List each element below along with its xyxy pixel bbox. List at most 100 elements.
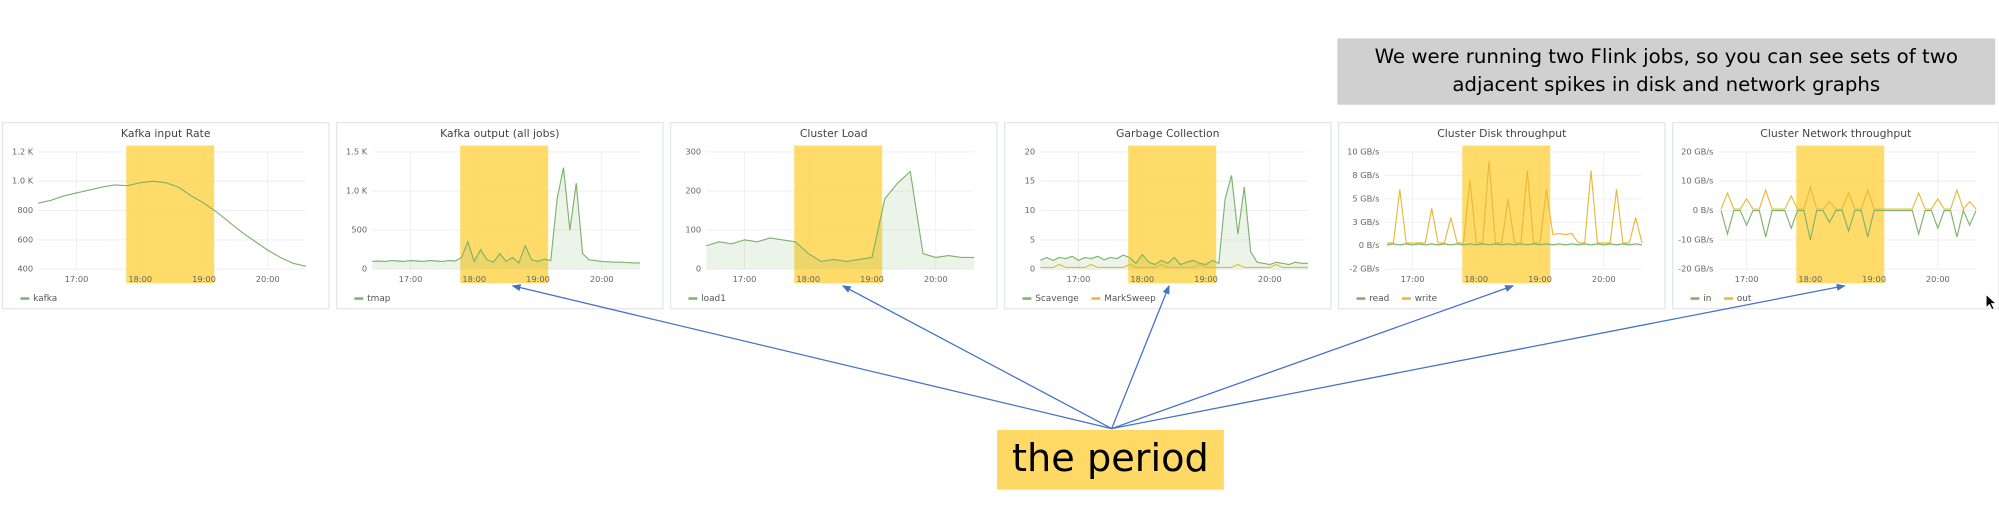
- x-tick-label: 17:00: [1735, 274, 1759, 284]
- series-line: [1040, 263, 1309, 269]
- series-area: [1040, 175, 1309, 270]
- legend-label: tmap: [367, 294, 391, 304]
- x-tick-label: 18:00: [128, 274, 152, 284]
- note-line: adjacent spikes in disk and network grap…: [1452, 73, 1880, 96]
- y-tick-label: 5 GB/s: [1352, 193, 1379, 203]
- y-tick-label: 5: [1030, 234, 1035, 244]
- x-tick-label: 20:00: [1926, 274, 1950, 284]
- panel: Cluster Disk throughput -2 GB/s 0 B/s 3 GB/…: [1337, 121, 1666, 310]
- legend-label: out: [1737, 294, 1752, 304]
- x-tick-label: 19:00: [1528, 274, 1552, 284]
- highlight-band: [126, 145, 215, 284]
- y-tick-label: 3 GB/s: [1352, 217, 1379, 227]
- panel-title: Kafka output (all jobs): [440, 127, 559, 140]
- arrow: [1111, 284, 1170, 429]
- x-tick-label: 18:00: [796, 274, 820, 284]
- legend-label: write: [1415, 294, 1437, 304]
- panel-title: Cluster Disk throughput: [1437, 127, 1566, 140]
- highlight-band: [1796, 145, 1885, 284]
- series-line: [372, 167, 640, 264]
- legend-label: MarkSweep: [1104, 294, 1156, 304]
- legend-label: Scavenge: [1035, 294, 1079, 304]
- series-area: [706, 171, 975, 270]
- x-tick-label: 20:00: [590, 274, 614, 284]
- y-tick-label: 1.0 K: [346, 186, 368, 196]
- y-tick-label: 10 GB/s: [1347, 146, 1379, 156]
- x-tick-label: 17:00: [1401, 274, 1425, 284]
- x-tick-label: 17:00: [733, 274, 757, 284]
- series-line: [1720, 208, 1977, 241]
- panel: Cluster Load 0 100 200 300 17:00 18:00 19:00 20:…: [669, 121, 998, 310]
- arrow: [511, 284, 1112, 430]
- y-tick-label: 1.5 K: [346, 146, 368, 156]
- x-tick-label: 17:00: [1067, 274, 1091, 284]
- x-tick-label: 17:00: [65, 274, 89, 284]
- legend-label: kafka: [33, 294, 57, 304]
- legend-label: read: [1369, 294, 1389, 304]
- y-tick-label: 0 B/s: [1359, 240, 1380, 250]
- arrow: [1111, 285, 1515, 430]
- x-tick-label: 18:00: [1464, 274, 1488, 284]
- y-tick-label: 0 B/s: [1693, 205, 1714, 215]
- y-tick-label: 400: [17, 264, 33, 274]
- x-tick-label: 18:00: [1798, 274, 1822, 284]
- y-tick-label: 20 GB/s: [1681, 146, 1713, 156]
- x-tick-label: 18:00: [1130, 274, 1154, 284]
- panel-title: Cluster Network throughput: [1760, 127, 1911, 140]
- y-tick-label: 300: [685, 146, 701, 156]
- cursor: [1985, 293, 1997, 310]
- x-tick-label: 18:00: [462, 274, 486, 284]
- panel-title: Kafka input Rate: [121, 127, 211, 140]
- panel: Kafka input Rate 400 600 800 1.0 K 1.2 K 17:00…: [1, 121, 330, 310]
- y-tick-label: 800: [17, 205, 33, 215]
- x-tick-label: 19:00: [1862, 274, 1886, 284]
- y-tick-label: 0: [1030, 264, 1035, 274]
- arrows: [511, 283, 1846, 430]
- x-tick-label: 17:00: [399, 274, 423, 284]
- y-tick-label: -10 GB/s: [1678, 234, 1713, 244]
- x-tick-label: 19:00: [1194, 274, 1218, 284]
- x-tick-label: 19:00: [526, 274, 550, 284]
- y-tick-label: 15: [1025, 176, 1036, 186]
- x-tick-label: 20:00: [1592, 274, 1616, 284]
- y-tick-label: 1.0 K: [12, 176, 34, 186]
- y-tick-label: 20: [1025, 146, 1036, 156]
- panel: Kafka output (all jobs) 0 500 1.0 K 1.5 K 17:…: [335, 121, 664, 310]
- series-line: [1386, 243, 1643, 246]
- series-line: [1040, 175, 1309, 266]
- y-tick-label: 200: [685, 186, 701, 196]
- series-line: [1387, 161, 1643, 244]
- x-tick-label: 20:00: [924, 274, 948, 284]
- period-label: the period: [1012, 437, 1209, 481]
- legend-label: in: [1703, 294, 1711, 304]
- x-tick-label: 20:00: [256, 274, 280, 284]
- y-tick-label: 600: [17, 234, 33, 244]
- y-tick-label: 10 GB/s: [1681, 176, 1713, 186]
- x-tick-label: 19:00: [192, 274, 216, 284]
- highlight-band: [1128, 145, 1217, 284]
- y-tick-label: 8 GB/s: [1352, 170, 1379, 180]
- series-line: [706, 170, 975, 262]
- x-tick-label: 20:00: [1258, 274, 1282, 284]
- x-tick-label: 19:00: [860, 274, 884, 284]
- y-tick-label: -2 GB/s: [1349, 264, 1379, 274]
- series-area: [372, 167, 640, 270]
- y-tick-label: 0: [696, 264, 701, 274]
- arrow: [1111, 283, 1846, 430]
- legend-label: load1: [701, 294, 726, 304]
- series-line: [1720, 185, 1977, 211]
- y-tick-label: 500: [351, 225, 367, 235]
- y-tick-label: 100: [685, 225, 701, 235]
- note-line: We were running two Flink jobs, so you c…: [1375, 45, 1958, 68]
- panels: Kafka input Rate 400 600 800 1.0 K 1.2 K 17:00…: [1, 121, 1999, 310]
- y-tick-label: 10: [1025, 205, 1036, 215]
- y-tick-label: -20 GB/s: [1678, 264, 1713, 274]
- panel-title: Garbage Collection: [1116, 127, 1220, 140]
- series-line: [38, 180, 307, 267]
- panel: Garbage Collection 0 5 10 15 20 17:00 18:00 19:0…: [1003, 121, 1332, 310]
- panel: Cluster Network throughput -20 GB/s -10 GB…: [1671, 121, 1999, 310]
- arrow: [841, 285, 1112, 430]
- y-tick-label: 0: [362, 264, 367, 274]
